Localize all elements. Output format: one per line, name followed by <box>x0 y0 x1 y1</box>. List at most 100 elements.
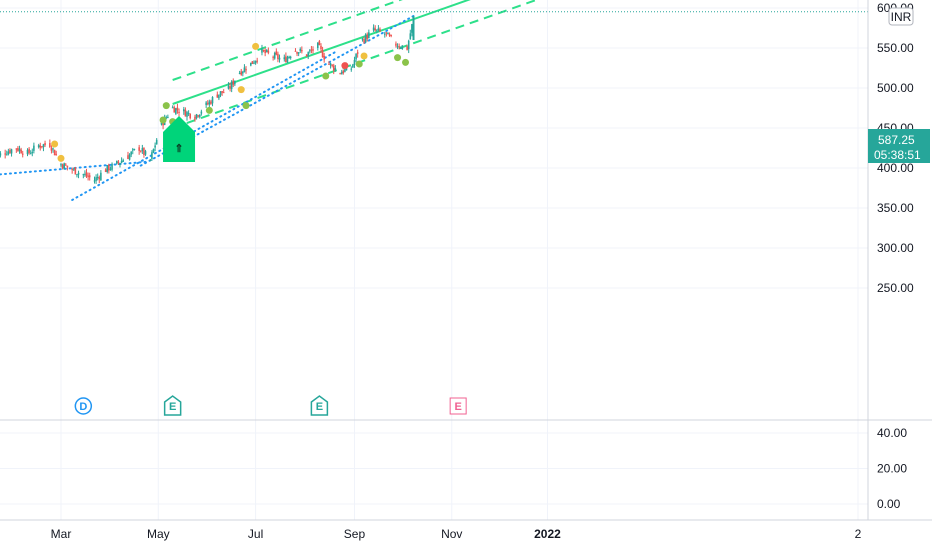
candle-body <box>141 148 144 152</box>
candle-body <box>154 145 156 148</box>
bar-countdown: 05:38:51 <box>874 148 921 162</box>
candle-body <box>184 109 187 117</box>
candle-body <box>368 32 370 39</box>
candle-body <box>329 63 332 66</box>
buy-signal-marker[interactable]: ⇑ <box>163 116 196 162</box>
candle-body <box>221 91 223 93</box>
signal-dot <box>162 102 170 110</box>
candle-body <box>339 73 341 75</box>
candle-body <box>96 177 99 179</box>
regression-channel[interactable] <box>172 0 868 129</box>
candle-body <box>321 50 324 58</box>
last-price-value: 587.25 <box>878 133 915 147</box>
candle-body <box>240 71 243 75</box>
candle-body <box>406 46 408 50</box>
candle-body <box>309 50 311 52</box>
dotted-trend-line-1[interactable] <box>71 51 337 201</box>
candle-body <box>219 91 222 96</box>
event-marker-letter: E <box>169 401 176 413</box>
candle-body <box>167 116 169 118</box>
signal-dots <box>51 42 410 162</box>
earnings-marker[interactable]: E <box>310 395 329 416</box>
candle-body <box>301 50 303 52</box>
candle-body <box>120 160 123 163</box>
candle-body <box>265 49 268 52</box>
candle-body <box>85 172 88 177</box>
candle-body <box>119 163 121 165</box>
candle-body <box>310 49 313 51</box>
candle-body <box>194 116 196 120</box>
candle-body <box>374 28 377 31</box>
candle-body <box>222 92 225 94</box>
candle-body <box>200 111 203 114</box>
candle-body <box>206 103 209 105</box>
earnings-marker[interactable]: E <box>449 397 467 415</box>
price-tick-label: 250.00 <box>877 281 914 295</box>
candle-body <box>372 27 375 31</box>
candle-body <box>264 50 266 54</box>
candle-body <box>117 161 120 163</box>
candle-body <box>363 39 365 43</box>
candle-body <box>316 42 319 48</box>
time-tick-label: 2022 <box>534 527 561 541</box>
candle-body <box>49 143 51 147</box>
dividend-marker[interactable]: D <box>74 397 93 415</box>
currency-badge[interactable]: INR <box>888 7 914 26</box>
candle-body <box>108 164 110 171</box>
candle-body <box>312 49 314 51</box>
channel-lower-line[interactable] <box>172 0 868 129</box>
candle-body <box>18 148 21 152</box>
candle-body <box>195 114 198 119</box>
dotted-trend-line-3[interactable] <box>0 160 150 176</box>
candle-body <box>275 51 278 55</box>
candle-body <box>297 52 300 54</box>
earnings-marker[interactable]: E <box>163 395 182 416</box>
candle-body <box>198 114 201 117</box>
dotted-trend-lines[interactable] <box>0 15 415 201</box>
candle-body <box>256 60 258 62</box>
candle-body <box>407 40 410 50</box>
candle-body <box>227 85 230 89</box>
candle-body <box>387 32 389 35</box>
candle-body <box>409 33 412 40</box>
event-marker-letter: E <box>454 401 461 413</box>
signal-dot <box>205 106 213 114</box>
candle-body <box>60 164 62 166</box>
candle-body <box>61 164 64 169</box>
channel-upper-line[interactable] <box>172 0 868 81</box>
candle-body <box>155 139 158 145</box>
time-tick-label: Nov <box>441 527 462 541</box>
time-axis[interactable]: Mar May Jul Sep Nov 2022 2 <box>51 527 862 541</box>
candle-body <box>328 63 330 65</box>
candle-body <box>111 163 113 170</box>
candle-body <box>211 96 214 104</box>
indicator-axis[interactable]: 40.00 20.00 0.00 <box>877 426 907 511</box>
buy-signal-arrow[interactable] <box>163 116 196 162</box>
candle-body <box>84 173 86 175</box>
candle-body <box>376 29 378 31</box>
candle-body <box>95 177 97 181</box>
candle-body <box>411 24 413 33</box>
price-tick-label: 400.00 <box>877 161 914 175</box>
candle-body <box>178 111 180 113</box>
candle-body <box>39 145 42 148</box>
candle-body <box>55 154 58 156</box>
candle-body <box>273 52 276 59</box>
candle-body <box>296 51 298 54</box>
candle-body <box>63 163 65 170</box>
channel-center-line[interactable] <box>172 0 868 105</box>
candle-body <box>245 69 247 71</box>
candle-body <box>66 165 69 168</box>
candle-body <box>278 57 281 60</box>
candle-body <box>138 147 140 151</box>
candle-body <box>352 64 354 68</box>
candle-body <box>283 57 286 60</box>
candle-body <box>9 149 11 153</box>
candle-body <box>44 143 46 146</box>
candle-body <box>128 154 131 160</box>
candle-body <box>401 45 404 49</box>
indicator-tick-label: 20.00 <box>877 462 907 476</box>
candle-body <box>116 160 118 164</box>
